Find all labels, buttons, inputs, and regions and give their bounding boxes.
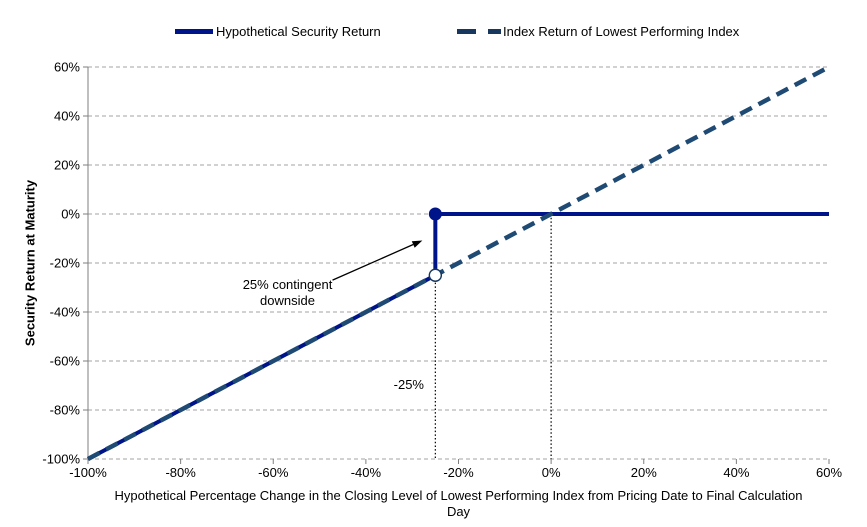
marker-open-dot — [428, 268, 443, 282]
y-tick-label: 40% — [54, 109, 80, 124]
x-tick-label: 60% — [816, 465, 842, 480]
x-tick-label: 20% — [631, 465, 657, 480]
dashed-line-swatch-icon — [457, 28, 476, 34]
annotation-arrow-line — [332, 243, 414, 281]
y-tick-label: -60% — [50, 354, 81, 369]
y-tick-label: -100% — [42, 452, 80, 467]
y-tick-label: 0% — [61, 207, 80, 222]
legend-label: Hypothetical Security Return — [216, 23, 381, 39]
legend-label: Index Return of Lowest Performing Index — [503, 23, 740, 39]
y-axis-title: Security Return at Maturity — [22, 179, 38, 347]
y-tick-label: -40% — [50, 305, 81, 320]
legend-item-index-return: Index Return of Lowest Performing Index — [457, 23, 739, 39]
x-tick-label: -80% — [165, 465, 196, 480]
legend-item-security-return: Hypothetical Security Return — [175, 23, 381, 39]
y-tick-label: 20% — [54, 158, 80, 173]
x-tick-label: -20% — [443, 465, 474, 480]
series-hypothetical-security-return — [87, 212, 829, 461]
x-tick-label: -100% — [69, 465, 107, 480]
barrier-level-label: -25% — [393, 377, 424, 392]
dashed-line-swatch-icon — [488, 28, 501, 34]
series-index-return-of-lowest-performing-index — [86, 65, 831, 461]
y-tick-label: -20% — [50, 256, 81, 271]
x-axis-title-line2: Day — [446, 504, 471, 519]
marker-filled-dot — [428, 207, 442, 221]
x-tick-label: 0% — [542, 465, 561, 480]
contingent-downside-annotation: 25% contingent downside — [242, 277, 333, 308]
x-axis-title-line1: Hypothetical Percentage Change in the Cl… — [114, 488, 803, 503]
x-tick-label: -40% — [351, 465, 382, 480]
x-tick-label: -60% — [258, 465, 289, 480]
x-tick-label: 40% — [723, 465, 749, 480]
solid-line-swatch-icon — [175, 28, 213, 34]
y-tick-label: 60% — [54, 60, 80, 75]
y-tick-label: -80% — [50, 403, 81, 418]
annotation-arrowhead-icon — [411, 240, 423, 248]
